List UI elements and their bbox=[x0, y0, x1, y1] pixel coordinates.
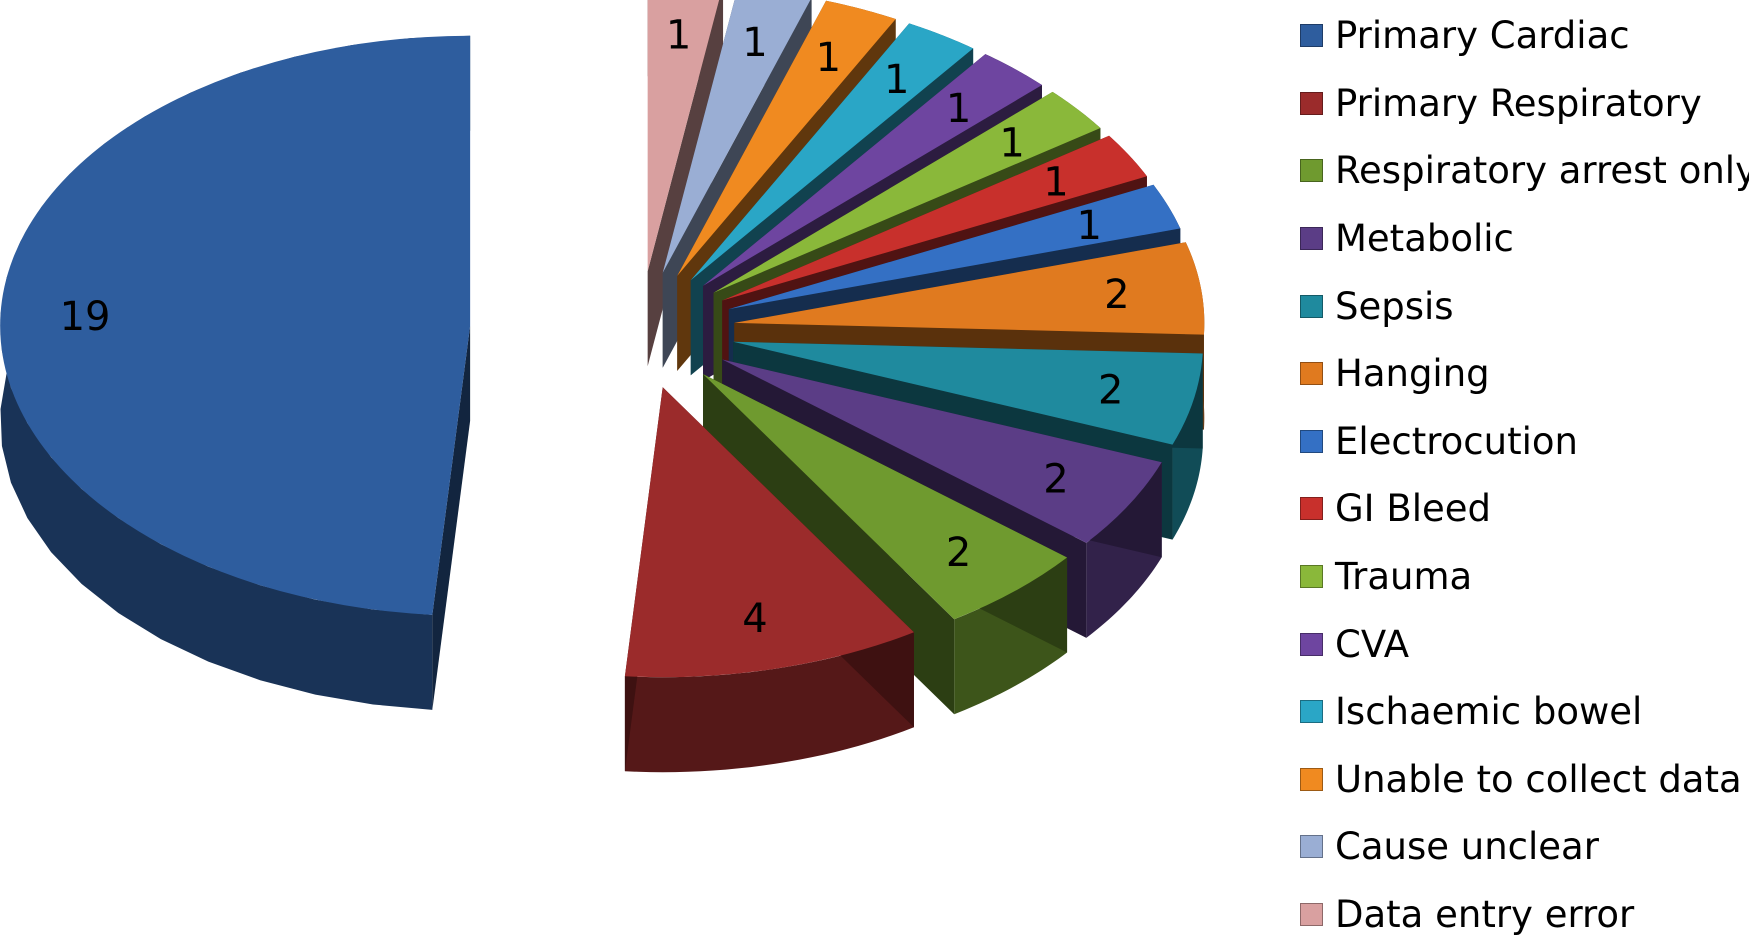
pie-slice: 4 bbox=[624, 387, 914, 773]
legend-item: Hanging bbox=[1300, 340, 1749, 408]
data-label: 2 bbox=[1043, 456, 1068, 502]
legend-label: Metabolic bbox=[1335, 217, 1514, 261]
legend-swatch bbox=[1300, 429, 1323, 453]
legend-label: Data entry error bbox=[1335, 893, 1635, 937]
legend-label: Unable to collect data bbox=[1335, 757, 1742, 801]
legend-label: CVA bbox=[1335, 622, 1410, 666]
legend-label: Primary Respiratory bbox=[1335, 81, 1702, 125]
legend-label: Respiratory arrest only bbox=[1335, 149, 1749, 193]
legend-label: Cause unclear bbox=[1335, 825, 1599, 869]
data-label: 2 bbox=[946, 530, 971, 576]
legend-item: Primary Cardiac bbox=[1300, 2, 1749, 70]
legend-label: Trauma bbox=[1335, 555, 1473, 599]
legend-label: Sepsis bbox=[1335, 284, 1454, 328]
slice-top bbox=[702, 374, 1068, 620]
legend-item: Sepsis bbox=[1300, 272, 1749, 340]
legend-swatch bbox=[1300, 91, 1323, 115]
chart-legend: Primary Cardiac Primary Respiratory Respir… bbox=[1300, 2, 1749, 948]
legend-item: Cause unclear bbox=[1300, 813, 1749, 881]
legend-swatch bbox=[1300, 159, 1323, 183]
legend-item: Electrocution bbox=[1300, 408, 1749, 476]
slice-top bbox=[0, 35, 471, 615]
legend-label: Ischaemic bowel bbox=[1335, 690, 1643, 734]
legend-item: Primary Respiratory bbox=[1300, 70, 1749, 138]
slice-top bbox=[702, 54, 1042, 286]
legend-swatch bbox=[1300, 497, 1323, 521]
legend-swatch bbox=[1300, 835, 1323, 859]
legend-item: Metabolic bbox=[1300, 205, 1749, 273]
data-label: 1 bbox=[816, 35, 841, 81]
data-label: 19 bbox=[60, 294, 111, 340]
data-label: 1 bbox=[999, 120, 1024, 166]
legend-item: GI Bleed bbox=[1300, 475, 1749, 543]
data-label: 2 bbox=[1104, 272, 1129, 318]
legend-swatch bbox=[1300, 362, 1323, 386]
legend-swatch bbox=[1300, 632, 1323, 656]
legend-item: Respiratory arrest only bbox=[1300, 137, 1749, 205]
legend-item: Unable to collect data bbox=[1300, 746, 1749, 814]
slice-top bbox=[677, 0, 896, 276]
legend-label: Primary Cardiac bbox=[1335, 14, 1630, 58]
slice-side bbox=[624, 632, 914, 773]
legend-label: Hanging bbox=[1335, 352, 1490, 396]
data-label: 1 bbox=[1043, 160, 1068, 206]
data-label: 1 bbox=[1076, 203, 1101, 249]
legend-label: Electrocution bbox=[1335, 419, 1578, 463]
pie-slice: 19 bbox=[0, 35, 471, 710]
data-label: 1 bbox=[742, 20, 767, 66]
legend-item: Trauma bbox=[1300, 543, 1749, 611]
slice-top bbox=[733, 341, 1203, 445]
slice-top bbox=[734, 242, 1205, 335]
data-label: 2 bbox=[1098, 367, 1123, 413]
slice-top bbox=[662, 0, 811, 273]
legend-swatch bbox=[1300, 24, 1323, 48]
legend-item: Ischaemic bowel bbox=[1300, 678, 1749, 746]
slice-top bbox=[690, 23, 974, 281]
slice-top bbox=[722, 135, 1147, 301]
legend-label: GI Bleed bbox=[1335, 487, 1492, 531]
slice-top bbox=[728, 184, 1181, 310]
legend-swatch bbox=[1300, 767, 1323, 791]
slice-top bbox=[722, 359, 1162, 543]
legend-swatch bbox=[1300, 700, 1323, 724]
slice-top bbox=[713, 91, 1101, 293]
legend-item: CVA bbox=[1300, 610, 1749, 678]
data-label: 1 bbox=[946, 86, 971, 132]
slice-top bbox=[624, 387, 914, 678]
slice-top bbox=[647, 0, 720, 272]
legend-swatch bbox=[1300, 294, 1323, 318]
data-label: 1 bbox=[666, 12, 691, 58]
legend-swatch bbox=[1300, 227, 1323, 251]
data-label: 4 bbox=[742, 596, 767, 642]
data-label: 1 bbox=[884, 57, 909, 103]
legend-swatch bbox=[1300, 903, 1323, 927]
slice-wall bbox=[432, 325, 471, 710]
legend-item: Data entry error bbox=[1300, 881, 1749, 948]
legend-swatch bbox=[1300, 565, 1323, 589]
